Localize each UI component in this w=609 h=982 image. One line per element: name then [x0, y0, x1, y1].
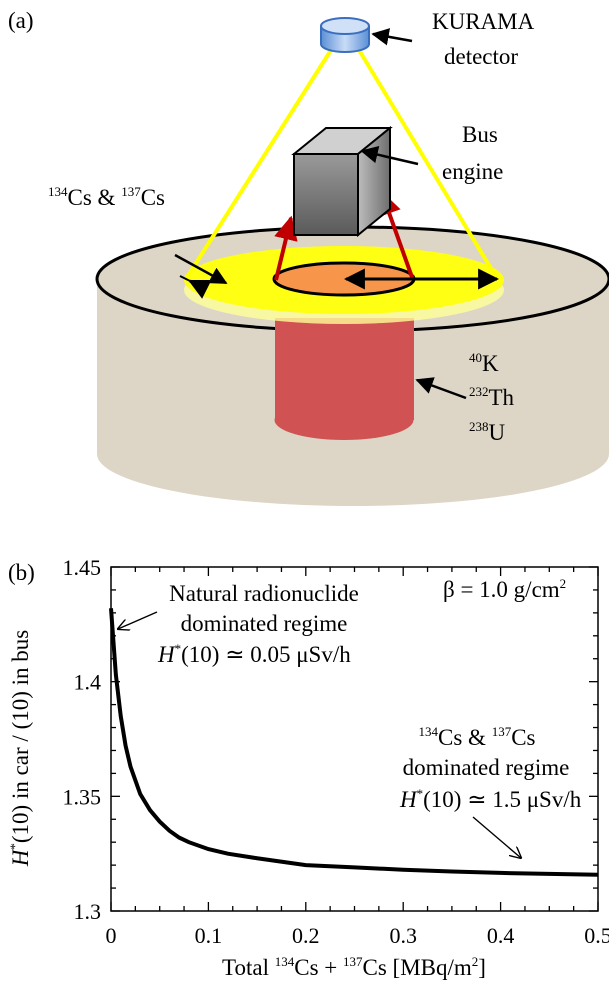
engine-label-line2: engine: [442, 159, 503, 184]
sight-line-left: [184, 48, 333, 281]
x-tick-label: 0.2: [292, 923, 320, 948]
axis-ticks: [110, 566, 599, 912]
th232-label: 232Th: [469, 384, 515, 410]
ground-cylinder-bottom: [97, 402, 609, 506]
y-tick-label: 1.3: [74, 899, 102, 924]
panel-b-label: (b): [8, 560, 35, 585]
panel-a: (a) KURAMA d: [8, 8, 609, 506]
y-axis-label-group: H*(10) in car / (10) in bus: [7, 630, 33, 868]
y-tick-label: 1.4: [74, 670, 102, 695]
detector-label-line1: KURAMA: [432, 9, 535, 34]
cs-regime-arrow: [472, 816, 521, 858]
natural-regime-line1: Natural radionuclide: [169, 581, 359, 606]
cs-label: 134Cs & 137Cs: [48, 184, 165, 210]
beta-label: β = 1.0 g/cm2: [443, 576, 566, 602]
cs-pointer-arrow-ext: [179, 275, 201, 287]
x-tick-label: 0.1: [195, 923, 223, 948]
panel-b: (b) 0 0.1 0.2 0.3 0.4 0.5 1.3 1.35 1.4 1.45 H*(10…: [7, 555, 609, 980]
engine-label-line1: Bus: [462, 122, 498, 147]
cs-regime-line2: dominated regime: [403, 755, 570, 780]
k40-label: 40K: [469, 350, 499, 376]
x-tick-label: 0: [106, 923, 117, 948]
cs-pointer-line: [174, 253, 228, 285]
y-tick-label: 1.45: [63, 555, 102, 580]
x-axis-label: Total 134Cs + 137Cs [MBq/m2]: [222, 954, 486, 980]
u238-label: 238U: [469, 419, 506, 445]
detector-label-line2: detector: [444, 44, 518, 69]
ratio-curve: [109, 608, 599, 877]
engine-box-front: [293, 153, 359, 236]
cs-regime-line3: H*(10) ≃ 1.5 μSv/h: [399, 786, 582, 812]
detector-pointer-arrow: [371, 28, 413, 46]
natural-regime-line2: dominated regime: [181, 611, 348, 636]
subsoil-column-bottom: [274, 400, 414, 440]
x-tick-label: 0.5: [584, 923, 609, 948]
x-tick-label: 0.3: [389, 923, 417, 948]
engine-arrow-left: [274, 215, 298, 281]
engine-pointer-arrow: [360, 146, 419, 166]
natural-pointer-arrow: [415, 377, 467, 400]
kurama-detector-top: [320, 17, 370, 35]
natural-regime-line3: H*(10) ≃ 0.05 μSv/h: [157, 641, 351, 667]
cs-regime-line1: 134Cs & 137Cs: [419, 724, 536, 750]
natural-regime-arrow: [118, 611, 158, 629]
panel-a-label: (a): [8, 8, 34, 33]
x-tick-label: 0.4: [487, 923, 515, 948]
tick-labels: 0 0.1 0.2 0.3 0.4 0.5 1.3 1.35 1.4 1.45: [63, 555, 609, 948]
y-axis-label: H*(10) in car / (10) in bus: [7, 630, 33, 868]
y-tick-label: 1.35: [63, 784, 102, 809]
sight-line-right: [357, 48, 500, 282]
